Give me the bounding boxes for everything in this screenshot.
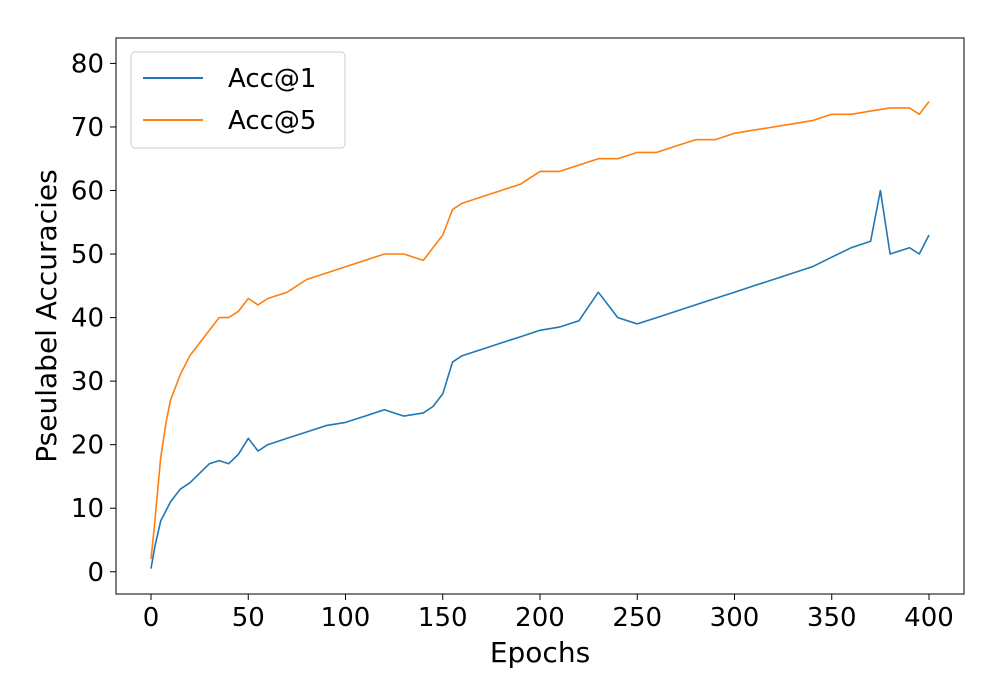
- legend: Acc@1 Acc@5: [130, 51, 346, 149]
- legend-label-acc5: Acc@5: [228, 106, 316, 136]
- x-tick-label: 100: [321, 603, 371, 633]
- x-tick-label: 0: [143, 603, 160, 633]
- x-axis-title: Epochs: [490, 636, 590, 669]
- y-tick-label: 70: [71, 113, 104, 143]
- y-tick-label: 10: [71, 494, 104, 524]
- y-tick-label: 40: [71, 304, 104, 334]
- y-axis: 0 10 20 30 40 50 60 70 80: [71, 49, 116, 588]
- x-tick-label: 300: [710, 603, 760, 633]
- x-axis: 0 50 100 150 200 250 300 350 400: [143, 594, 954, 633]
- x-tick-label: 350: [807, 603, 857, 633]
- y-tick-label: 50: [71, 240, 104, 270]
- legend-label-acc1: Acc@1: [228, 64, 316, 94]
- x-tick-label: 200: [515, 603, 565, 633]
- y-tick-label: 0: [87, 558, 104, 588]
- y-tick-label: 80: [71, 49, 104, 79]
- x-tick-label: 150: [418, 603, 468, 633]
- series-line-acc5: [150, 101, 930, 560]
- series-line-acc1: [150, 189, 930, 569]
- legend-box: [130, 51, 346, 149]
- x-tick-label: 250: [612, 603, 662, 633]
- y-tick-label: 20: [71, 431, 104, 461]
- y-axis-title: Pseulabel Accuracies: [30, 169, 63, 462]
- x-tick-label: 50: [232, 603, 265, 633]
- y-tick-label: 60: [71, 177, 104, 207]
- y-tick-label: 30: [71, 367, 104, 397]
- x-tick-label: 400: [904, 603, 954, 633]
- series-layer: [150, 101, 930, 569]
